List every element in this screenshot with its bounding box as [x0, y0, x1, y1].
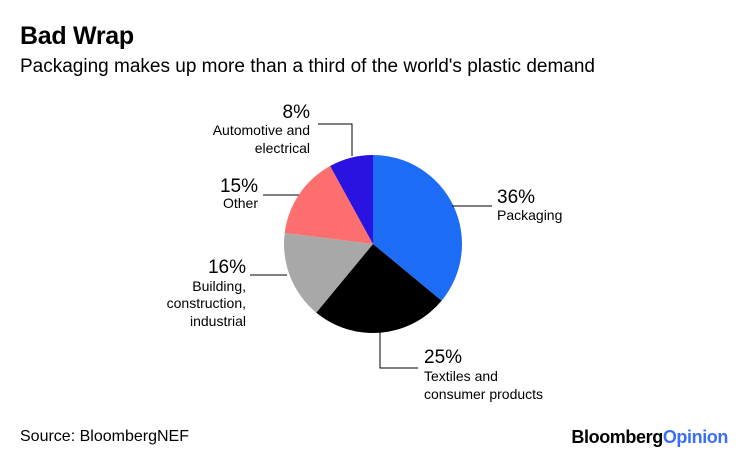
- slice-label-automotive: Automotive and: [213, 122, 310, 138]
- source-note: Source: BloombergNEF: [20, 428, 189, 445]
- slice-label-packaging: Packaging: [497, 207, 562, 223]
- brand-part1: Bloomberg: [571, 427, 663, 447]
- slice-value-automotive: 8%: [283, 102, 311, 123]
- slice-label-building-line3: industrial: [190, 313, 246, 329]
- pie-slice-other: [284, 166, 373, 244]
- slice-label-other: Other: [223, 195, 258, 211]
- leader-line-automotive: [318, 123, 353, 156]
- slice-value-textiles: 25%: [424, 347, 462, 368]
- slice-value-other: 15%: [220, 176, 258, 197]
- slice-label-building: Building,: [192, 278, 246, 294]
- pie-slice-automotive: [330, 155, 373, 244]
- slice-value-building: 16%: [208, 257, 246, 278]
- chart-title: Bad Wrap: [20, 22, 134, 50]
- leader-line-textiles: [379, 331, 418, 369]
- pie-slice-building: [283, 232, 373, 313]
- pie-slice-packaging: [373, 155, 463, 301]
- slice-label-automotive-line2: electrical: [255, 140, 310, 156]
- slice-label-textiles-line2: consumer products: [424, 386, 543, 402]
- pie-slice-textiles: [316, 244, 442, 334]
- bloomberg-opinion-logo: BloombergOpinion: [571, 427, 728, 448]
- brand-part2: Opinion: [662, 427, 729, 447]
- pie-slices: [283, 155, 463, 334]
- slice-value-packaging: 36%: [497, 187, 535, 208]
- slice-label-textiles: Textiles and: [424, 368, 498, 384]
- slice-label-building-line2: construction,: [167, 295, 246, 311]
- chart-subtitle: Packaging makes up more than a third of …: [20, 56, 595, 77]
